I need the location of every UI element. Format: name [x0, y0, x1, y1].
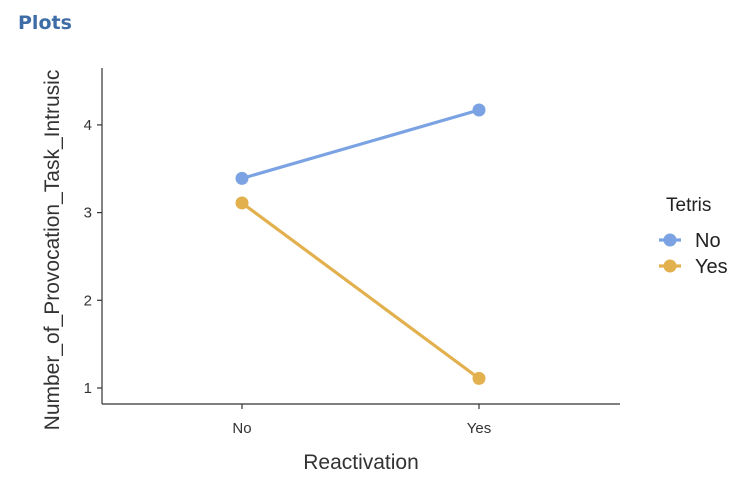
y-tick-label: 3: [84, 205, 92, 222]
axes: [101, 68, 620, 405]
series-layer: [235, 103, 486, 385]
legend: Tetris No Yes: [659, 195, 728, 278]
y-ticks: 1 2 3 4: [84, 117, 102, 397]
legend-label: Yes: [695, 256, 728, 278]
y-tick-label: 4: [84, 117, 92, 134]
series-line-no: [240, 108, 481, 180]
data-point-no: [235, 171, 249, 185]
y-tick-label: 1: [84, 380, 92, 397]
data-point-no: [472, 103, 486, 117]
data-point-yes: [235, 196, 249, 210]
x-tick-label: Yes: [467, 420, 491, 437]
y-axis-title: Number_of_Provocation_Task_Intrusic: [41, 70, 64, 431]
legend-title: Tetris: [666, 195, 711, 216]
x-ticks: No Yes: [232, 404, 491, 437]
data-point-yes: [472, 371, 486, 385]
series-line-yes: [240, 201, 481, 380]
legend-key-dot: [663, 259, 677, 273]
x-axis-title: Reactivation: [303, 451, 419, 474]
x-tick-label: No: [232, 420, 251, 437]
y-tick-label: 2: [84, 292, 92, 309]
legend-label: No: [695, 230, 721, 252]
plots-heading: Plots: [18, 12, 72, 34]
legend-key-dot: [663, 233, 677, 247]
